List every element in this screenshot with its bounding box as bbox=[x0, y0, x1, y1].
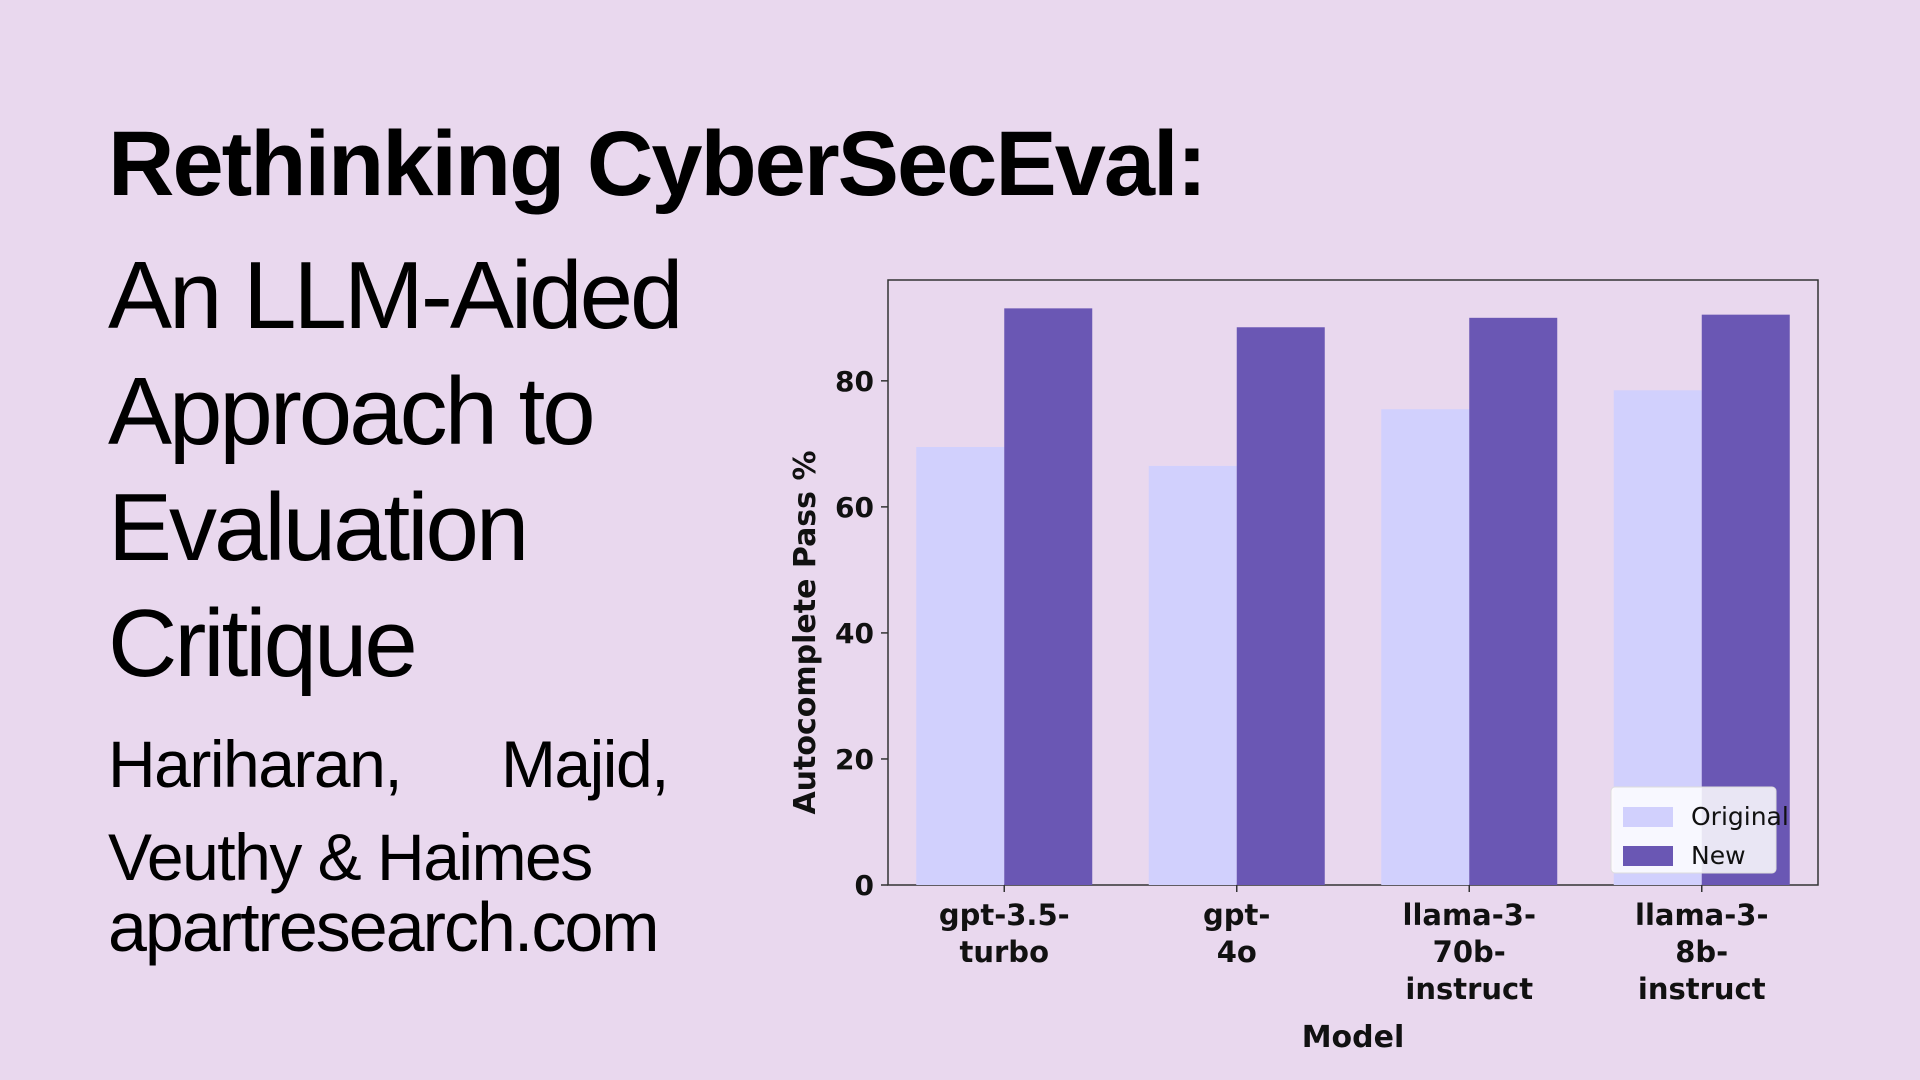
author-name: Majid, bbox=[500, 727, 670, 801]
legend-label: New bbox=[1691, 841, 1746, 870]
x-tick-label: llama-3- bbox=[1635, 898, 1769, 932]
bar-new bbox=[1236, 327, 1325, 885]
subtitle-line: Evaluation bbox=[108, 474, 529, 581]
x-tick-label: 70b- bbox=[1433, 935, 1506, 969]
y-tick-label: 0 bbox=[855, 869, 874, 902]
x-tick-label: 4o bbox=[1217, 935, 1257, 969]
authors-line-1: Hariharan, Majid, bbox=[108, 718, 670, 811]
subtitle-line: Critique bbox=[108, 590, 418, 697]
bar-original bbox=[1148, 465, 1237, 885]
y-tick-label: 20 bbox=[835, 743, 874, 776]
authors: Hariharan, Majid, Veuthy & Haimes bbox=[108, 718, 670, 904]
bar-original bbox=[916, 447, 1005, 885]
legend-swatch bbox=[1623, 807, 1673, 827]
bar-new bbox=[1469, 317, 1558, 885]
y-axis-label: Autocomplete Pass % bbox=[788, 450, 823, 814]
x-tick-label: turbo bbox=[960, 935, 1050, 969]
slide-subtitle: An LLM-Aided Approach to Evaluation Crit… bbox=[108, 238, 683, 702]
website-url: apartresearch.com bbox=[108, 888, 660, 966]
y-tick-label: 80 bbox=[835, 365, 874, 398]
bar-original bbox=[1381, 409, 1470, 885]
plot-frame bbox=[887, 279, 1819, 886]
x-axis-label: Model bbox=[1302, 1020, 1405, 1050]
subtitle-line: An LLM-Aided bbox=[108, 242, 683, 349]
authors-line-2: Veuthy & Haimes bbox=[108, 820, 593, 894]
x-tick-label: gpt- bbox=[1203, 898, 1270, 932]
x-tick-label: instruct bbox=[1638, 972, 1766, 1006]
y-tick-label: 40 bbox=[835, 617, 874, 650]
subtitle-line: Approach to bbox=[108, 358, 596, 465]
x-tick-label: 8b- bbox=[1675, 935, 1728, 969]
bar-new bbox=[1004, 308, 1093, 885]
bar-chart: gpt-3.5-turbogpt-4ollama-3-70b-instructl… bbox=[788, 279, 1819, 1050]
x-tick-label: instruct bbox=[1405, 972, 1533, 1006]
x-tick-label: llama-3- bbox=[1403, 898, 1537, 932]
slide-title: Rethinking CyberSecEval: bbox=[108, 113, 1207, 215]
legend-label: Original bbox=[1691, 802, 1789, 831]
author-name: Hariharan, bbox=[108, 727, 403, 801]
legend-swatch bbox=[1623, 846, 1673, 866]
x-tick-label: gpt-3.5- bbox=[939, 898, 1070, 932]
y-tick-label: 60 bbox=[835, 491, 874, 524]
